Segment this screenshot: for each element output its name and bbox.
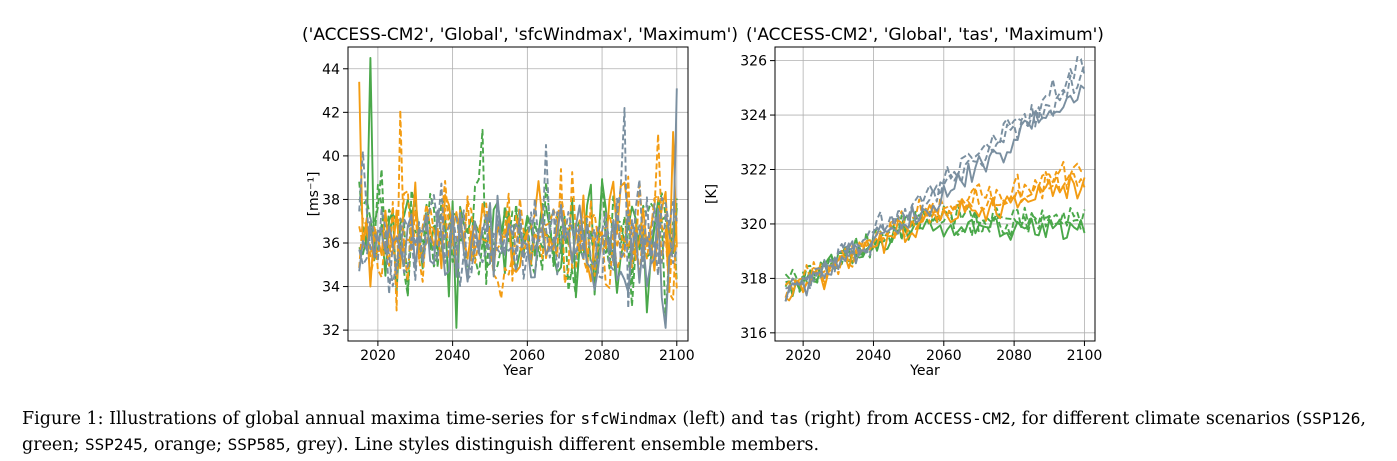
y-tick-label: 34 xyxy=(322,280,340,296)
caption-code: sfcWindmax xyxy=(580,409,677,428)
series-group-right xyxy=(784,55,1086,302)
y-tick-label: 36 xyxy=(322,236,340,252)
y-tick-label: 32 xyxy=(322,323,340,339)
y-tick-label: 318 xyxy=(740,271,767,287)
x-tick-label: 2060 xyxy=(510,348,546,364)
x-tick-label: 2100 xyxy=(1067,348,1103,364)
grid-left xyxy=(348,47,688,341)
ticks-right: 2020 2040 2060 2080 2100 316 318 320 322 324 326 xyxy=(740,54,1102,364)
panel-title-right: ('ACCESS-CM2', 'Global', 'tas', 'Maximum… xyxy=(746,25,1104,45)
y-tick-label: 44 xyxy=(322,62,340,78)
x-tick-label: 2080 xyxy=(584,348,620,364)
x-tick-label: 2040 xyxy=(856,348,892,364)
x-tick-label: 2080 xyxy=(996,348,1032,364)
y-axis-label-right: [K] xyxy=(704,184,720,204)
caption-text: Figure 1: Illustrations of global annual… xyxy=(22,409,581,429)
x-axis-label-right: Year xyxy=(909,363,940,379)
panel-tas: ('ACCESS-CM2', 'Global', 'tas', 'Maximum… xyxy=(704,25,1104,379)
caption-code: SSP585 xyxy=(227,435,286,454)
y-tick-label: 316 xyxy=(740,326,767,342)
x-tick-label: 2040 xyxy=(435,348,471,364)
x-tick-label: 2020 xyxy=(785,348,821,364)
series-line xyxy=(358,181,678,308)
y-axis-label-left: [ms⁻¹] xyxy=(306,172,322,217)
figure: ('ACCESS-CM2', 'Global', 'sfcWindmax', '… xyxy=(302,25,1104,379)
caption-code: SSP126 xyxy=(1302,409,1361,428)
y-tick-label: 322 xyxy=(740,163,767,179)
x-axis-label-left: Year xyxy=(502,363,533,379)
y-tick-label: 38 xyxy=(322,192,340,208)
caption-text: , for different climate scenarios ( xyxy=(1010,409,1303,429)
series-line xyxy=(784,55,1086,302)
y-tick-label: 326 xyxy=(740,54,767,70)
caption-text: (right) from xyxy=(798,409,915,429)
caption-text: , grey). Line styles distinguish differe… xyxy=(285,435,820,455)
x-tick-label: 2020 xyxy=(360,348,396,364)
series-line xyxy=(784,170,1086,291)
panel-title-left: ('ACCESS-CM2', 'Global', 'sfcWindmax', '… xyxy=(302,25,738,45)
series-line xyxy=(358,144,678,288)
axes-frame-left xyxy=(347,46,689,342)
caption-code: tas xyxy=(769,409,799,428)
caption-text: , orange; xyxy=(142,435,228,455)
ticks-left: 2020 2040 2060 2080 2100 32 34 36 38 40 42 44 xyxy=(322,62,694,364)
y-tick-label: 40 xyxy=(322,149,340,165)
x-tick-label: 2060 xyxy=(926,348,962,364)
axes-frame-right xyxy=(774,46,1096,342)
caption-code: ACCESS-CM2 xyxy=(914,409,1011,428)
panel-sfcwindmax: ('ACCESS-CM2', 'Global', 'sfcWindmax', '… xyxy=(302,25,738,379)
y-tick-label: 42 xyxy=(322,105,340,121)
y-tick-label: 320 xyxy=(740,217,767,233)
caption-code: SSP245 xyxy=(85,435,143,454)
series-line xyxy=(784,84,1086,302)
series-line xyxy=(785,216,1086,298)
caption-text: (left) and xyxy=(676,409,770,429)
y-tick-label: 324 xyxy=(740,108,767,124)
caption-text: , green; xyxy=(22,409,1366,455)
x-tick-label: 2100 xyxy=(659,348,695,364)
series-group-left xyxy=(358,56,678,329)
series-line xyxy=(784,209,1085,293)
figure-caption: Figure 1: Illustrations of global annual… xyxy=(22,406,1382,458)
